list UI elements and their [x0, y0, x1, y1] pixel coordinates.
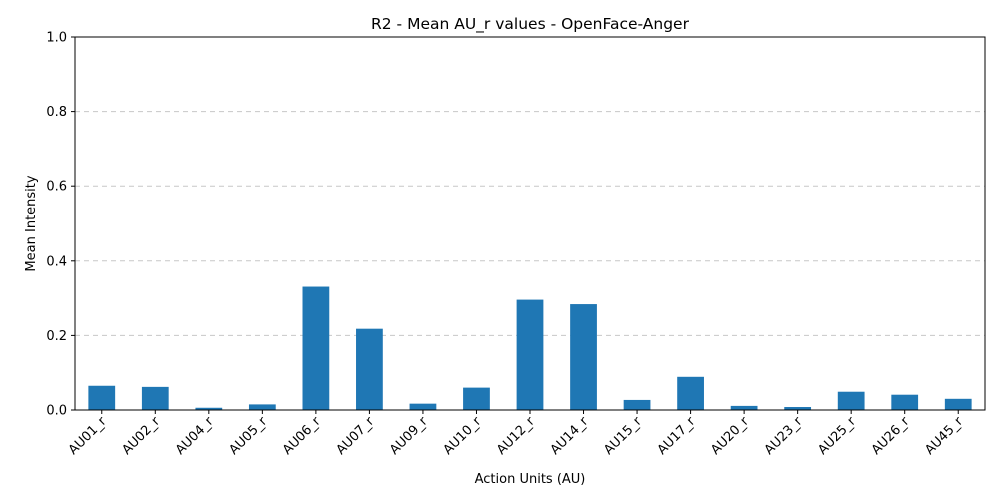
bar-au01-r: [88, 385, 116, 410]
x-tick-label: AU12_r: [494, 414, 538, 458]
bar-au05-r: [248, 404, 276, 410]
y-tick-label: 0.0: [46, 404, 67, 419]
bar-au45-r: [944, 398, 972, 410]
x-tick-label: AU02_r: [119, 414, 163, 458]
y-tick-label: 0.2: [46, 329, 67, 344]
x-tick-label: AU01_r: [66, 414, 110, 458]
bar-au02-r: [141, 386, 169, 410]
bar-au04-r: [195, 407, 223, 410]
x-tick-label: AU26_r: [869, 414, 913, 458]
bar-au23-r: [784, 407, 812, 410]
y-tick-label: 1.0: [46, 31, 67, 46]
bar-au09-r: [409, 403, 437, 410]
bar-au20-r: [730, 405, 758, 410]
x-tick-label: AU17_r: [655, 414, 699, 458]
y-tick-label: 0.6: [46, 180, 67, 195]
y-axis-label: Mean Intensity: [24, 175, 39, 271]
y-axis-ticks: 0.0 0.2 0.4 0.6 0.8 1.0: [46, 31, 75, 419]
x-tick-label: AU05_r: [226, 414, 270, 458]
y-tick-label: 0.8: [46, 105, 67, 120]
x-tick-label: AU06_r: [280, 414, 324, 458]
bar-au26-r: [891, 394, 919, 410]
x-axis-label: Action Units (AU): [475, 472, 586, 487]
x-tick-label: AU09_r: [387, 414, 431, 458]
bar-au17-r: [677, 376, 704, 410]
x-tick-label: AU23_r: [762, 414, 806, 458]
bar-au10-r: [463, 387, 490, 410]
chart-title: R2 - Mean AU_r values - OpenFace-Anger: [371, 15, 690, 34]
bars: [88, 286, 972, 410]
bar-au06-r: [302, 286, 330, 410]
bar-au07-r: [356, 328, 383, 410]
x-tick-label: AU15_r: [601, 414, 645, 458]
x-tick-label: AU10_r: [441, 414, 485, 458]
bar-au15-r: [623, 399, 651, 410]
x-tick-label: AU20_r: [708, 414, 752, 458]
x-tick-label: AU04_r: [173, 414, 217, 458]
x-tick-label: AU45_r: [922, 414, 966, 458]
bar-au12-r: [516, 299, 544, 410]
y-tick-label: 0.4: [46, 254, 67, 269]
x-tick-label: AU25_r: [815, 414, 859, 458]
x-tick-label: AU14_r: [548, 414, 592, 458]
bar-au14-r: [570, 304, 597, 410]
x-tick-label: AU07_r: [334, 414, 378, 458]
bar-au25-r: [837, 391, 865, 410]
x-axis-ticks: AU01_r AU02_r AU04_r AU05_r AU06_r AU07_r AU09…: [66, 410, 967, 458]
